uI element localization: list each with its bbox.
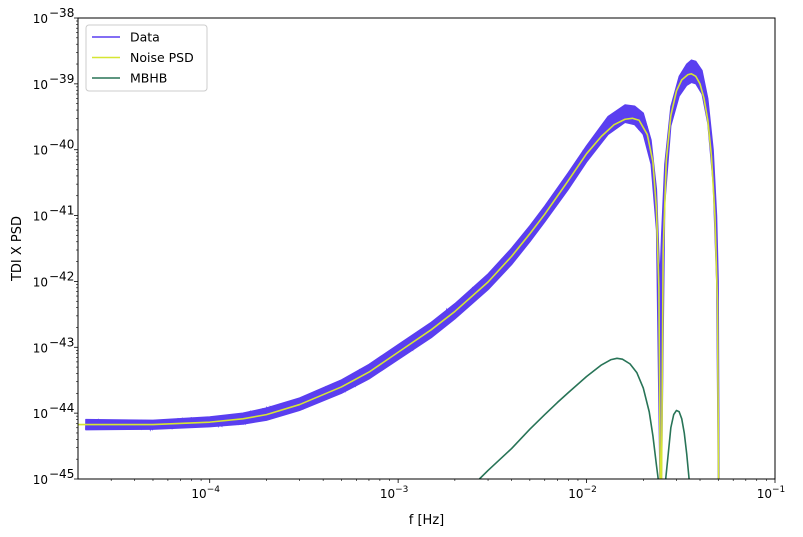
y-tick-label: 10 [33, 144, 48, 158]
y-tick-exponent: −38 [49, 6, 74, 20]
x-axis: 10−4 10−3 10−2 10−1 [110, 479, 786, 501]
y-tick-label: 10 [33, 341, 48, 355]
y-tick-exponent: −44 [49, 401, 74, 415]
legend-entry: MBHB [130, 71, 167, 86]
plot-area [78, 59, 720, 479]
y-axis-label: TDI X PSD [10, 216, 25, 282]
x-tick-label: 10−4 [191, 485, 220, 501]
x-tick-label: 10−1 [757, 485, 786, 501]
legend-entry: Noise PSD [130, 50, 194, 65]
axes-frame [77, 17, 776, 480]
x-tick-label: 10−3 [380, 485, 409, 501]
y-tick-exponent: −40 [49, 138, 74, 152]
legend-entry: Data [130, 30, 160, 45]
y-tick-label: 10 [33, 210, 48, 224]
y-tick-label: 10 [33, 473, 48, 487]
series-mbhb-line [478, 357, 690, 479]
series-data-line [85, 106, 656, 432]
y-tick-label: 10 [33, 78, 48, 92]
legend-box [85, 24, 208, 92]
y-tick-exponent: −45 [49, 467, 74, 481]
x-tick-label: 10−2 [568, 485, 597, 501]
y-tick-exponent: −41 [49, 204, 74, 218]
y-tick-label: 10 [33, 275, 48, 289]
y-tick-label: 10 [33, 407, 48, 421]
y-tick-exponent: −39 [49, 72, 74, 86]
y-tick-label: 10 [33, 12, 48, 26]
y-tick-exponent: −42 [49, 269, 74, 283]
series-noise-psd-line [78, 73, 720, 479]
legend: Data Noise PSD MBHB [85, 24, 208, 92]
x-axis-label: f [Hz] [409, 513, 444, 528]
y-tick-exponent: −43 [49, 335, 74, 349]
series-data-band [85, 59, 720, 479]
